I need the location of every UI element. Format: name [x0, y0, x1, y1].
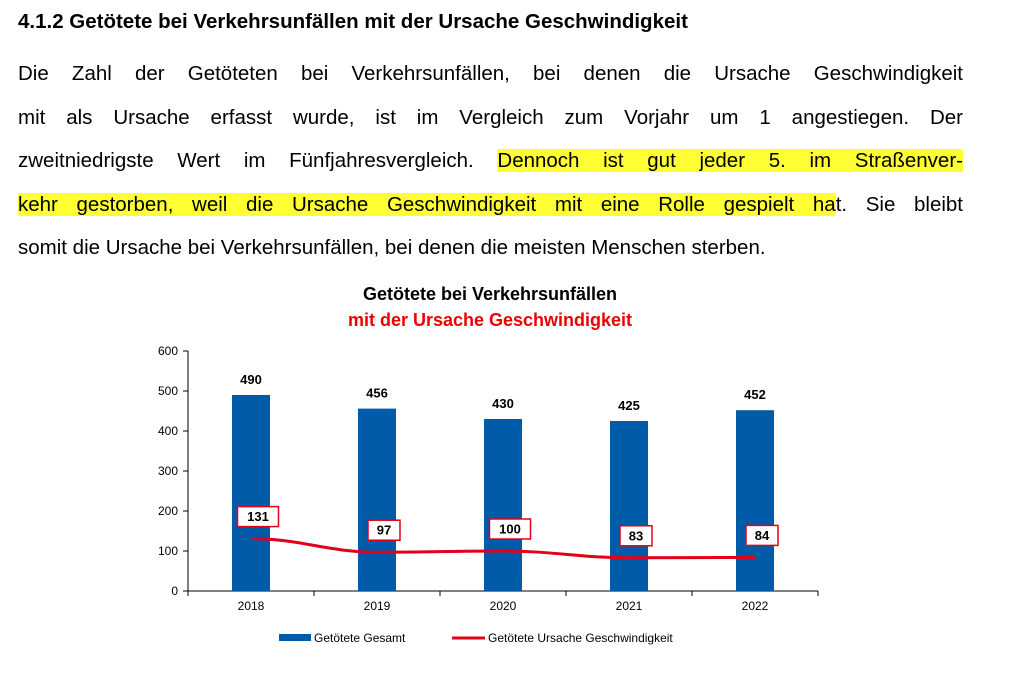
- y-tick-label: 100: [158, 544, 178, 558]
- line-value-label: 84: [755, 528, 770, 543]
- bar-value-label: 430: [492, 396, 514, 411]
- legend-label: Getötete Ursache Geschwindigkeit: [488, 631, 673, 645]
- line-value-label: 100: [499, 522, 521, 537]
- bar-value-label: 452: [744, 387, 766, 402]
- line-value-box: [619, 525, 653, 547]
- chart-title: Getötete bei Verkehrsunfällen: [362, 284, 618, 304]
- section-heading: 4.1.2 Getötete bei Verkehrsunfällen mit …: [18, 10, 688, 33]
- x-tick-label: 2021: [616, 599, 643, 613]
- x-tick-label: 2018: [238, 599, 265, 613]
- highlighted-text: Dennoch ist gut jeder 5. im Straßenver-: [497, 149, 963, 173]
- x-tick-label: 2020: [490, 599, 517, 613]
- bar-value-label: 425: [618, 398, 640, 413]
- paragraph-text: t. Sie bleibt: [835, 192, 963, 216]
- x-tick-label: 2022: [742, 599, 769, 613]
- line-value-label: 97: [377, 523, 391, 538]
- y-tick-label: 400: [158, 424, 178, 438]
- y-tick-label: 300: [158, 464, 178, 478]
- line-value-label: 83: [629, 528, 643, 543]
- paragraph-text: zweitniedrigste Wert im Fünfjahresvergle…: [18, 149, 498, 173]
- line-value-label: 131: [247, 509, 269, 524]
- y-tick-label: 0: [171, 584, 178, 598]
- legend-swatch-bars: [279, 634, 311, 641]
- chart-subtitle: mit der Ursache Geschwindigkeit: [347, 310, 633, 330]
- y-tick-label: 500: [158, 384, 178, 398]
- line-value-box: [236, 505, 280, 528]
- paragraph-line-3: zweitniedrigste Wert im Fünfjahresvergle…: [18, 139, 963, 183]
- paragraph-line-5: somit die Ursache bei Verkehrsunfällen, …: [18, 236, 766, 260]
- legend-label: Getötete Gesamt: [314, 631, 406, 645]
- bar-2022: [736, 410, 774, 591]
- body-paragraph: Die Zahl der Getöteten bei Verkehrsunfäl…: [18, 52, 963, 270]
- y-tick-label: 600: [158, 344, 178, 358]
- highlighted-text: kehr gestorben, weil die Ursache Geschwi…: [18, 192, 836, 216]
- paragraph-line-1: Die Zahl der Getöteten bei Verkehrsunfäl…: [18, 62, 963, 85]
- line-series-speed: [250, 537, 756, 560]
- bar-2018: [232, 395, 270, 591]
- line-value-box: [745, 524, 779, 547]
- x-tick-label: 2019: [364, 599, 391, 613]
- bar-2019: [358, 408, 396, 591]
- line-value-box: [367, 519, 401, 541]
- bar-2020: [484, 419, 522, 591]
- bar-value-label: 456: [366, 386, 388, 401]
- paragraph-line-2: mit als Ursache erfasst wurde, ist im Ve…: [18, 105, 963, 129]
- bar-value-label: 490: [240, 372, 262, 387]
- y-tick-label: 200: [158, 504, 178, 518]
- line-value-box: [488, 518, 532, 540]
- bar-2021: [610, 421, 648, 591]
- paragraph-line-4: kehr gestorben, weil die Ursache Geschwi…: [18, 183, 963, 227]
